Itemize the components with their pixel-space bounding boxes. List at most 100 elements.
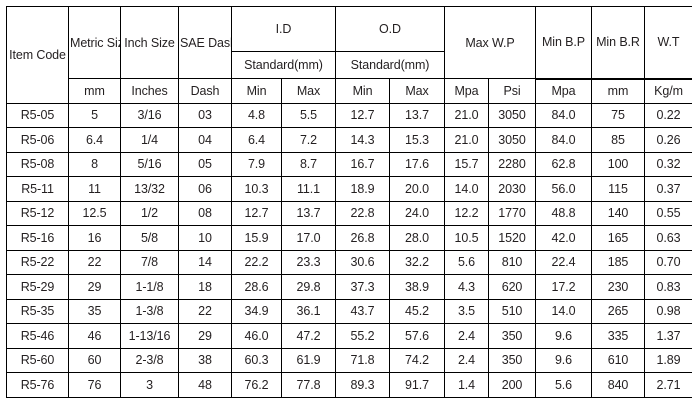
cell-id-max: 47.2 xyxy=(281,323,336,349)
col-header-wt: W.T xyxy=(644,6,692,79)
cell-od-max: 38.9 xyxy=(389,274,445,300)
cell-id-max: 36.1 xyxy=(281,298,336,324)
cell-item-code: R5-35 xyxy=(6,298,69,324)
unit-header-inch-size: Inches xyxy=(120,78,179,104)
unit-header-id-min: Min xyxy=(231,78,282,104)
cell-metric-size: 11 xyxy=(68,176,121,202)
cell-od-min: 55.2 xyxy=(335,323,390,349)
cell-max-wp-mpa: 2.4 xyxy=(444,323,489,349)
cell-inch-size: 3/16 xyxy=(120,102,179,128)
cell-id-min: 7.9 xyxy=(231,151,282,177)
cell-metric-size: 22 xyxy=(68,249,121,275)
cell-inch-size: 1-1/8 xyxy=(120,274,179,300)
cell-metric-size: 29 xyxy=(68,274,121,300)
unit-header-metric-size: mm xyxy=(68,78,121,104)
cell-max-wp-mpa: 15.7 xyxy=(444,151,489,177)
cell-min-bp-mpa: 5.6 xyxy=(535,372,592,398)
cell-wt-kgm: 0.63 xyxy=(644,225,692,251)
col-header-min-bp: Min B.P xyxy=(535,6,592,79)
cell-sae-dash-size: 38 xyxy=(178,347,232,373)
cell-inch-size: 5/16 xyxy=(120,151,179,177)
cell-max-wp-psi: 3050 xyxy=(488,102,536,128)
cell-min-br-mm: 185 xyxy=(591,249,645,275)
cell-inch-size: 7/8 xyxy=(120,249,179,275)
table-row: R5-16 16 5/8 10 15.9 17.0 26.8 28.0 10.5 1520 42.0… xyxy=(6,225,692,251)
cell-od-max: 45.2 xyxy=(389,298,445,324)
cell-id-min: 34.9 xyxy=(231,298,282,324)
cell-wt-kgm: 0.98 xyxy=(644,298,692,324)
table-row: R5-08 8 5/16 05 7.9 8.7 16.7 17.6 15.7 2280 62.8 10… xyxy=(6,151,692,177)
cell-min-bp-mpa: 84.0 xyxy=(535,127,592,153)
unit-header-sae-dash-size: Dash xyxy=(178,78,232,104)
unit-header-min-bp-mpa: Mpa xyxy=(535,77,592,104)
cell-min-bp-mpa: 62.8 xyxy=(535,151,592,177)
cell-item-code: R5-11 xyxy=(6,176,69,202)
cell-metric-size: 12.5 xyxy=(68,200,121,226)
header-row-groups: Item Code Metric Size Inch Size SAE Dash… xyxy=(6,6,692,104)
cell-wt-kgm: 0.26 xyxy=(644,127,692,153)
col-subheader-od-standard: Standard(mm) xyxy=(335,51,445,79)
col-header-item-code: Item Code xyxy=(6,6,69,104)
cell-min-bp-mpa: 42.0 xyxy=(535,225,592,251)
unit-header-wt-kgm: Kg/m xyxy=(644,77,692,104)
table-row: R5-29 29 1-1/8 18 28.6 29.8 37.3 38.9 4.3 620 17.2… xyxy=(6,274,692,300)
cell-metric-size: 16 xyxy=(68,225,121,251)
cell-max-wp-mpa: 3.5 xyxy=(444,298,489,324)
col-group-header-id: I.D xyxy=(231,6,336,52)
cell-wt-kgm: 1.37 xyxy=(644,323,692,349)
cell-min-br-mm: 840 xyxy=(591,372,645,398)
cell-item-code: R5-06 xyxy=(6,127,69,153)
cell-sae-dash-size: 08 xyxy=(178,200,232,226)
cell-id-max: 61.9 xyxy=(281,347,336,373)
cell-min-br-mm: 165 xyxy=(591,225,645,251)
cell-wt-kgm: 2.71 xyxy=(644,372,692,398)
cell-max-wp-psi: 810 xyxy=(488,249,536,275)
cell-id-max: 5.5 xyxy=(281,102,336,128)
cell-inch-size: 5/8 xyxy=(120,225,179,251)
table-row: R5-11 11 13/32 06 10.3 11.1 18.9 20.0 14.0 2030 56… xyxy=(6,176,692,202)
cell-max-wp-psi: 620 xyxy=(488,274,536,300)
cell-min-br-mm: 335 xyxy=(591,323,645,349)
cell-max-wp-mpa: 21.0 xyxy=(444,102,489,128)
cell-min-br-mm: 100 xyxy=(591,151,645,177)
cell-od-min: 14.3 xyxy=(335,127,390,153)
cell-inch-size: 2-3/8 xyxy=(120,347,179,373)
cell-item-code: R5-08 xyxy=(6,151,69,177)
cell-od-min: 26.8 xyxy=(335,225,390,251)
cell-od-min: 18.9 xyxy=(335,176,390,202)
cell-id-min: 15.9 xyxy=(231,225,282,251)
cell-max-wp-psi: 2280 xyxy=(488,151,536,177)
unit-header-od-max: Max xyxy=(389,78,445,104)
cell-sae-dash-size: 06 xyxy=(178,176,232,202)
cell-od-min: 30.6 xyxy=(335,249,390,275)
cell-item-code: R5-60 xyxy=(6,347,69,373)
cell-od-max: 13.7 xyxy=(389,102,445,128)
col-subheader-id-standard: Standard(mm) xyxy=(231,51,336,79)
cell-sae-dash-size: 05 xyxy=(178,151,232,177)
col-header-sae-dash-size: SAE Dash size xyxy=(178,6,232,79)
cell-metric-size: 76 xyxy=(68,372,121,398)
cell-id-max: 17.0 xyxy=(281,225,336,251)
cell-od-max: 24.0 xyxy=(389,200,445,226)
cell-min-bp-mpa: 48.8 xyxy=(535,200,592,226)
cell-wt-kgm: 0.37 xyxy=(644,176,692,202)
cell-id-min: 6.4 xyxy=(231,127,282,153)
table-header: Item Code Metric Size Inch Size SAE Dash… xyxy=(6,6,692,104)
cell-metric-size: 8 xyxy=(68,151,121,177)
cell-min-br-mm: 230 xyxy=(591,274,645,300)
cell-od-min: 71.8 xyxy=(335,347,390,373)
col-group-header-od: O.D xyxy=(335,6,445,52)
cell-od-min: 16.7 xyxy=(335,151,390,177)
cell-sae-dash-size: 03 xyxy=(178,102,232,128)
cell-min-bp-mpa: 14.0 xyxy=(535,298,592,324)
cell-item-code: R5-22 xyxy=(6,249,69,275)
cell-inch-size: 1-3/8 xyxy=(120,298,179,324)
specification-table: Item Code Metric Size Inch Size SAE Dash… xyxy=(6,6,692,398)
cell-wt-kgm: 1.89 xyxy=(644,347,692,373)
cell-max-wp-psi: 350 xyxy=(488,347,536,373)
cell-min-bp-mpa: 17.2 xyxy=(535,274,592,300)
cell-metric-size: 6.4 xyxy=(68,127,121,153)
col-header-inch-size: Inch Size xyxy=(120,6,179,79)
cell-max-wp-psi: 1520 xyxy=(488,225,536,251)
cell-item-code: R5-16 xyxy=(6,225,69,251)
